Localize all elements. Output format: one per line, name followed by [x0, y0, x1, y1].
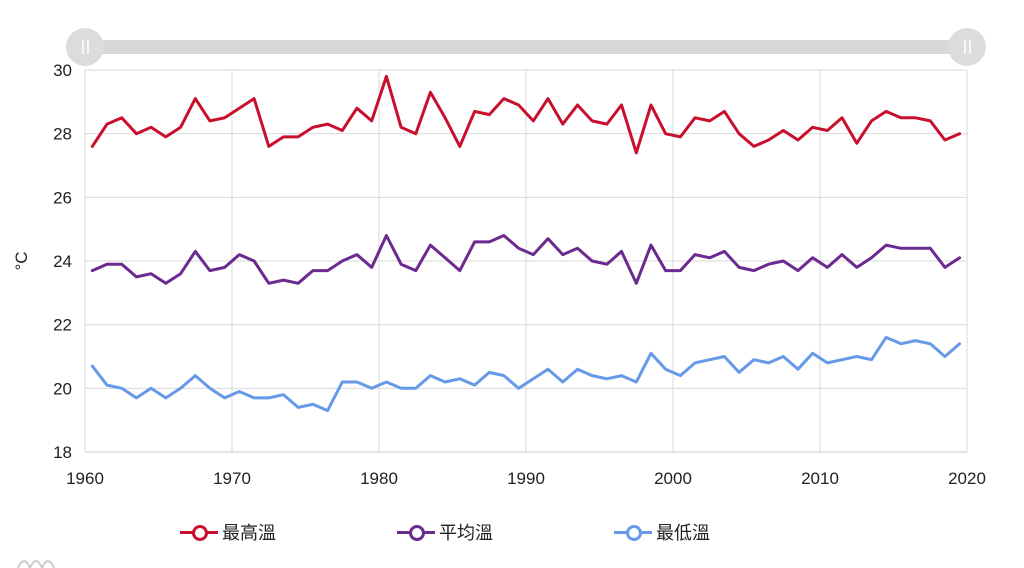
- legend-label: 最低溫: [656, 523, 710, 544]
- x-tick-label: 1960: [66, 469, 104, 488]
- y-tick-label: 30: [53, 61, 72, 80]
- legend-label: 平均溫: [439, 523, 493, 544]
- gridlines: [84, 69, 968, 453]
- legend-item-3[interactable]: 最低溫: [614, 517, 710, 547]
- x-tick-label: 2000: [654, 469, 692, 488]
- x-tick-label: 1990: [507, 469, 545, 488]
- series-line-1: [90, 74, 962, 155]
- legend-marker-icon: [397, 524, 435, 541]
- legend-marker-icon: [614, 524, 652, 541]
- y-tick-label: 20: [53, 379, 72, 398]
- y-tick-label: 18: [53, 443, 72, 462]
- x-tick-label: 2020: [948, 469, 986, 488]
- range-slider-right-handle[interactable]: [948, 28, 986, 66]
- y-tick-label: 28: [53, 125, 72, 144]
- legend-item-2[interactable]: 平均溫: [397, 517, 493, 547]
- y-axis: 18 20 22 24 26 28 30: [53, 61, 72, 462]
- y-tick-label: 22: [53, 316, 72, 335]
- series-line-3: [90, 335, 962, 413]
- x-axis: 1960 1970 1980 1990 2000 2010 2020: [66, 469, 986, 488]
- range-slider-left-handle[interactable]: [66, 28, 104, 66]
- x-tick-label: 1980: [360, 469, 398, 488]
- y-tick-label: 24: [53, 252, 72, 271]
- legend-marker-icon: [180, 524, 218, 541]
- legend-item-1[interactable]: 最高溫: [180, 517, 276, 547]
- series-lines: [90, 74, 962, 413]
- series-line-2: [90, 234, 962, 285]
- x-tick-label: 2010: [801, 469, 839, 488]
- logo-icon: [17, 560, 55, 568]
- x-tick-label: 1970: [213, 469, 251, 488]
- legend-label: 最高溫: [222, 523, 276, 544]
- y-tick-label: 26: [53, 188, 72, 207]
- range-slider[interactable]: [66, 28, 986, 66]
- range-slider-track[interactable]: [85, 40, 967, 54]
- legend: 最高溫 平均溫 最低溫: [0, 517, 1024, 547]
- y-axis-title: °C: [12, 251, 31, 270]
